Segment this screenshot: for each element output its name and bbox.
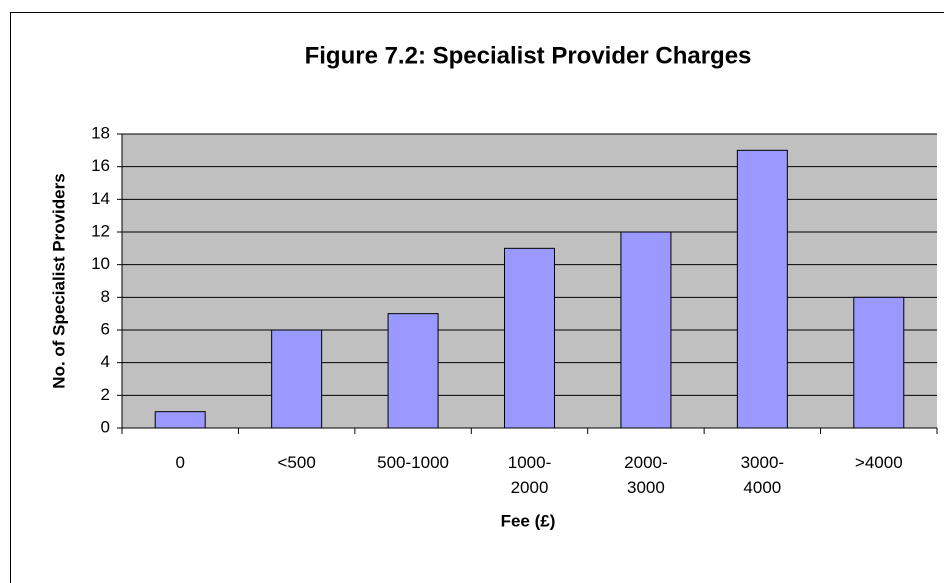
bar — [504, 247, 555, 429]
y-tick-label: 4 — [101, 352, 110, 371]
y-tick-label: 0 — [101, 417, 110, 436]
x-tick-label: 500-1000 — [377, 453, 449, 472]
x-tick-label: 2000-3000 — [624, 453, 668, 497]
bar — [271, 329, 323, 429]
x-tick-label: 3000-4000 — [740, 453, 785, 497]
y-tick-label: 16 — [91, 156, 110, 175]
bar — [387, 313, 439, 429]
chart-title: Figure 7.2: Specialist Provider Charges — [305, 42, 752, 69]
x-tick-label: >4000 — [854, 453, 903, 472]
y-tick-label: 10 — [91, 254, 110, 273]
x-axis-label: Fee (£) — [501, 511, 556, 530]
y-tick-label: 18 — [91, 123, 110, 142]
y-tick-label: 8 — [101, 287, 110, 306]
bar — [736, 149, 788, 429]
x-tick-label: <500 — [277, 453, 316, 472]
x-tick-label: 0 — [175, 453, 185, 472]
y-axis-label: No. of Specialist Providers — [49, 173, 68, 388]
bar — [154, 411, 206, 429]
bar — [853, 296, 905, 429]
y-tick-label: 6 — [101, 319, 110, 338]
x-tick-label: 1000-2000 — [507, 453, 552, 497]
y-tick-label: 12 — [91, 221, 110, 240]
y-tick-label: 14 — [91, 189, 110, 208]
y-tick-label: 2 — [101, 385, 110, 404]
bar — [620, 231, 672, 429]
